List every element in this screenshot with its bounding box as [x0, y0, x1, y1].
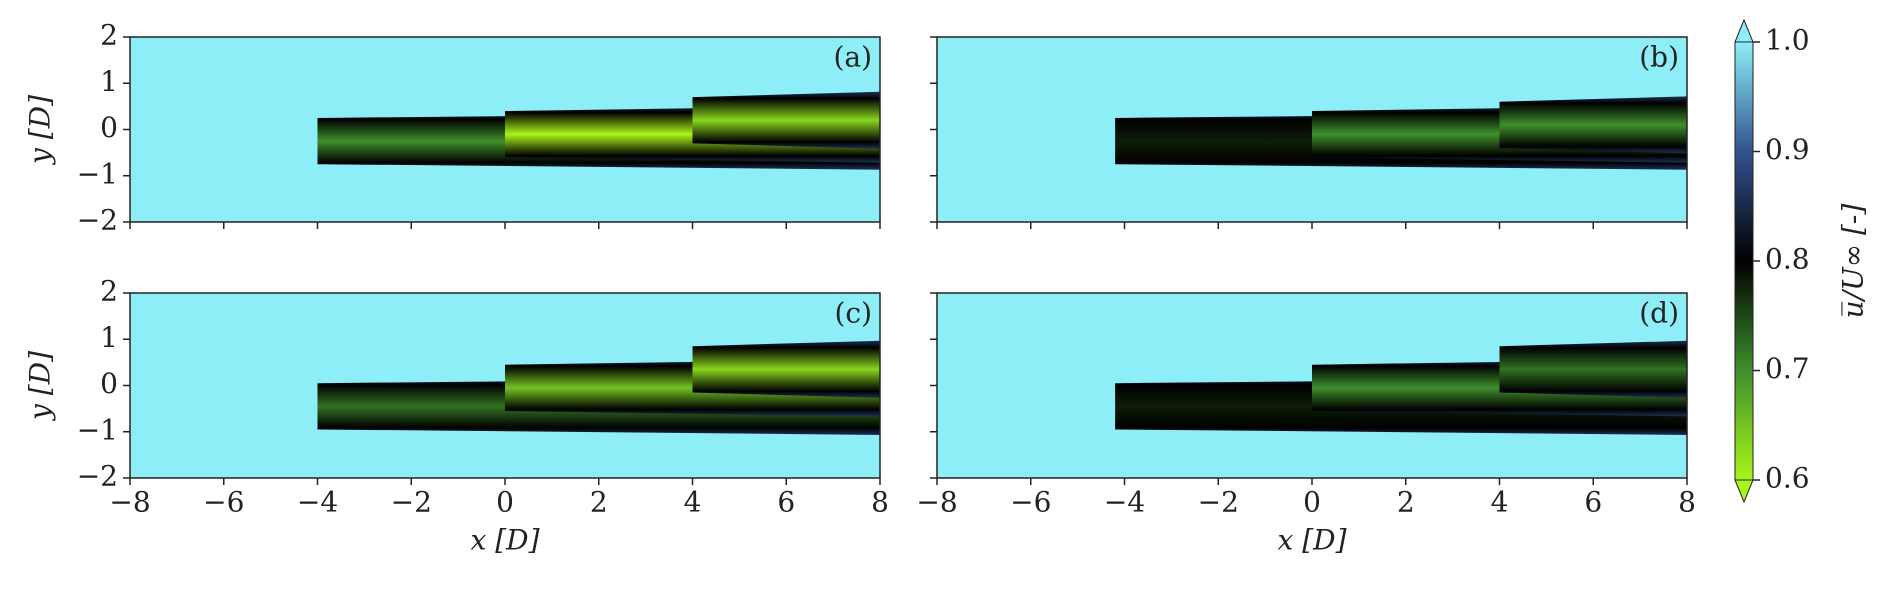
panel-label: (c): [834, 297, 872, 330]
wake-field: [1115, 96, 1687, 170]
y-tick-label: 1: [100, 321, 118, 354]
panel-label: (a): [833, 41, 872, 74]
x-tick-label: −4: [1104, 486, 1145, 519]
y-axis-label: y [D]: [24, 351, 57, 422]
y-tick-label: −2: [77, 204, 118, 237]
colorbar-tick-label: 0.9: [1765, 133, 1810, 166]
x-axis-label: x [D]: [471, 524, 540, 557]
y-tick-label: 0: [100, 111, 118, 144]
y-tick-label: −1: [77, 157, 118, 190]
colorbar-extend-bottom: [1734, 479, 1754, 504]
x-tick-label: 0: [1303, 486, 1321, 519]
y-tick-label: −2: [77, 460, 118, 493]
y-tick-label: 2: [100, 19, 118, 52]
colorbar-extend-top: [1734, 18, 1754, 43]
x-axis-label: x [D]: [1278, 524, 1347, 557]
x-tick-label: 6: [1584, 486, 1602, 519]
x-tick-label: 4: [684, 486, 702, 519]
wake: [692, 340, 880, 398]
wake: [1499, 340, 1687, 398]
y-tick-label: −1: [77, 413, 118, 446]
panel-label: (b): [1639, 41, 1679, 74]
x-tick-label: 2: [590, 486, 608, 519]
wake-field: [317, 340, 880, 435]
y-tick-label: 2: [100, 275, 118, 308]
colorbar-tick-label: 0.7: [1765, 352, 1810, 385]
colorbar-tick-label: 0.6: [1765, 462, 1810, 495]
x-tick-label: −8: [109, 486, 150, 519]
x-tick-label: 2: [1397, 486, 1415, 519]
colorbar-tick-label: 0.8: [1765, 243, 1810, 276]
x-tick-label: −6: [203, 486, 244, 519]
x-tick-label: 4: [1491, 486, 1509, 519]
x-tick-label: −2: [1198, 486, 1239, 519]
colorbar-tick-label: 1.0: [1765, 24, 1810, 57]
x-tick-label: 8: [1678, 486, 1696, 519]
x-tick-label: 6: [777, 486, 795, 519]
wake: [692, 91, 880, 149]
colorbar-label: u̅/U∞ [-]: [1837, 204, 1870, 319]
wake: [1499, 96, 1687, 154]
x-tick-label: −4: [297, 486, 338, 519]
x-tick-label: 0: [496, 486, 514, 519]
colorbar: [1734, 41, 1754, 481]
wake-field: [317, 91, 880, 170]
y-tick-label: 1: [100, 65, 118, 98]
y-tick-label: 0: [100, 367, 118, 400]
x-tick-label: 8: [871, 486, 889, 519]
x-tick-label: −2: [391, 486, 432, 519]
wake-field: [1115, 340, 1687, 435]
y-axis-label: y [D]: [24, 95, 57, 166]
x-tick-label: −8: [916, 486, 957, 519]
panel-label: (d): [1639, 297, 1679, 330]
x-tick-label: −6: [1010, 486, 1051, 519]
